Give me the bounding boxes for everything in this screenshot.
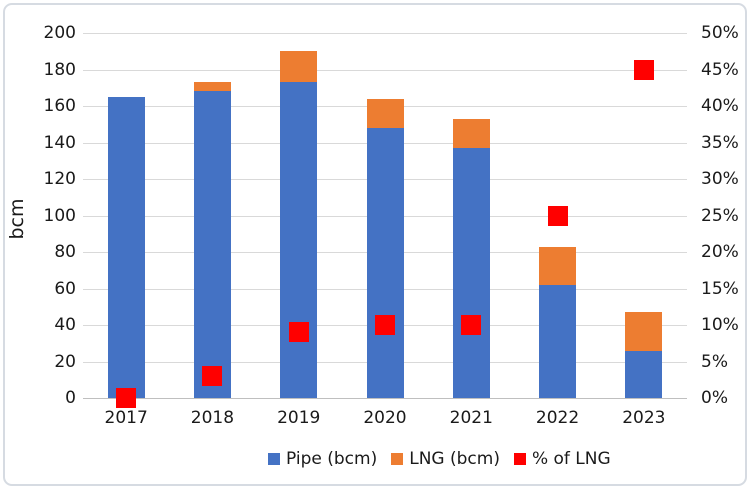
legend-item: LNG (bcm) <box>391 447 500 471</box>
left-axis-tick: 40 <box>54 315 76 335</box>
lng-bar <box>539 246 577 285</box>
left-axis-tick: 20 <box>54 351 76 372</box>
gridline <box>83 70 687 71</box>
pct-of-lng-marker <box>202 366 223 387</box>
pipe-bar <box>452 147 490 398</box>
legend-label: LNG (bcm) <box>409 449 500 469</box>
gridline <box>83 33 687 34</box>
legend-swatch-bar <box>268 453 280 465</box>
pipe-bar <box>539 284 577 398</box>
right-axis-tick: 35% <box>701 132 739 153</box>
left-axis-tick: 200 <box>43 23 76 43</box>
legend-swatch-bar <box>391 453 404 465</box>
right-axis-tick: 10% <box>701 315 739 335</box>
pipe-bar <box>280 82 318 398</box>
pct-of-lng-marker <box>116 388 137 408</box>
pct-of-lng-marker <box>547 205 568 226</box>
lng-bar <box>625 312 663 351</box>
left-axis-tick: 0 <box>65 388 76 408</box>
right-axis-tick: 20% <box>701 242 739 262</box>
lng-bar <box>452 118 490 148</box>
right-axis-tick: 40% <box>701 96 739 116</box>
left-axis-tick: 100 <box>43 205 76 226</box>
pct-of-lng-marker <box>633 59 654 80</box>
pipe-bar <box>107 96 145 398</box>
left-axis-tick: 60 <box>54 278 76 299</box>
pct-of-lng-marker <box>461 315 482 335</box>
left-axis-tick: 80 <box>54 242 76 262</box>
lng-bar <box>366 98 404 128</box>
x-axis-tick: 2019 <box>277 408 321 428</box>
right-axis-tick: 25% <box>701 205 739 226</box>
right-axis-tick: 30% <box>701 169 739 189</box>
x-axis-tick: 2022 <box>535 408 580 428</box>
right-axis-tick: 0% <box>701 388 728 408</box>
right-axis-tick: 50% <box>701 23 739 43</box>
legend-item: % of LNG <box>513 447 611 471</box>
pct-of-lng-marker <box>288 322 309 343</box>
x-axis-tick: 2018 <box>190 408 235 428</box>
x-axis-tick: 2020 <box>363 408 407 428</box>
left-axis-tick: 120 <box>43 169 76 189</box>
pipe-bar <box>366 127 404 398</box>
lng-bar <box>193 82 231 92</box>
legend-label: % of LNG <box>531 449 611 469</box>
right-axis-tick: 15% <box>701 278 739 299</box>
pct-of-lng-marker <box>375 315 395 335</box>
pipe-bar <box>193 91 231 398</box>
lng-bar <box>280 51 318 83</box>
legend: Pipe (bcm) LNG (bcm) % of LNG <box>268 447 611 471</box>
legend-label: Pipe (bcm) <box>286 449 378 469</box>
right-axis-tick: 45% <box>701 59 739 80</box>
left-axis-tick: 160 <box>43 96 76 116</box>
x-axis-line <box>83 398 687 399</box>
x-axis-tick: 2023 <box>622 408 666 428</box>
left-axis-tick: 180 <box>43 59 76 80</box>
legend-item: Pipe (bcm) <box>268 447 377 471</box>
x-axis-tick: 2021 <box>449 408 493 428</box>
right-axis-tick: 5% <box>701 351 728 372</box>
pipe-bar <box>625 350 663 398</box>
x-axis-tick: 2017 <box>104 408 148 428</box>
legend-swatch-marker <box>513 453 526 465</box>
plot-area <box>83 33 687 408</box>
left-axis-tick: 140 <box>43 132 76 153</box>
